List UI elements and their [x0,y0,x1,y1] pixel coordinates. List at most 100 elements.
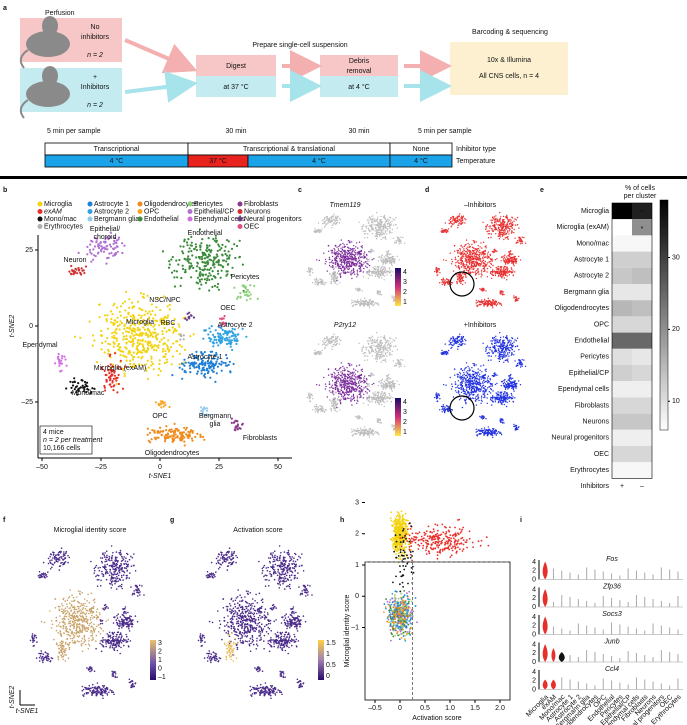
label: Temperature [456,158,495,165]
cell-dot [235,343,237,345]
cell-dot [141,315,143,317]
cell-dot [390,396,391,397]
cell-dot [169,308,171,310]
cell-dot [332,398,333,399]
cell-dot [245,287,247,289]
cell-dot [100,330,102,332]
cell-dot [341,262,342,263]
cell-dot [197,277,199,279]
cell-dot [457,227,458,228]
cell-dot [140,357,142,359]
cell-dot [361,386,362,387]
cell-dot [183,431,185,433]
cell-dot [457,279,458,280]
cell-dot [518,227,519,228]
cell-dot [484,257,485,258]
cell-dot [387,377,388,378]
cell-dot [375,358,376,359]
cell-dot [377,348,378,349]
cell-dot [325,345,326,346]
cell-dot [367,392,368,393]
cell-dot [489,254,490,255]
cell-dot [385,399,386,400]
cell-dot [445,282,446,283]
cell-dot [318,351,319,352]
cell-dot [369,429,370,430]
cell-dot [350,274,351,275]
cell-dot [113,384,115,386]
cell-dot [451,225,452,226]
cell-dot [228,336,230,338]
cell-dot [176,270,178,272]
cluster-label: Pericytes [231,274,260,281]
cell-dot [211,286,213,288]
cell-dot [349,261,350,262]
cell-dot [332,385,333,386]
cell-dot [357,289,358,290]
cell-dot [164,327,166,329]
cell-dot [335,404,336,405]
cell-dot [232,332,234,334]
cell-dot [199,249,201,251]
cell-dot [479,256,480,257]
cell-dot [384,381,385,382]
cell-dot [388,221,389,222]
cell-dot [214,240,216,242]
cell-dot [390,222,391,223]
cell-dot [381,386,382,387]
cell-dot [352,273,353,274]
cell-dot [380,383,381,384]
cell-dot [104,351,106,353]
colorbar-tick: 2 [403,419,407,426]
cell-dot [366,227,367,228]
cell-dot [198,366,200,368]
cell-dot [247,289,249,291]
cell-dot [386,261,387,262]
cluster-label: Mono/mac [72,390,105,397]
cell-dot [312,269,313,270]
cell-dot [140,292,142,294]
cell-dot [326,219,327,220]
cell-dot [335,278,336,279]
cell-dot [353,373,354,374]
cell-dot [83,269,85,271]
cell-dot [338,369,339,370]
cell-dot [331,403,332,404]
cell-dot [340,371,341,372]
label: Tmem119 [330,202,361,209]
cell-dot [113,331,115,333]
cell-dot [213,371,215,373]
cell-dot [379,350,380,351]
cell-dot [456,266,457,267]
cell-dot [363,224,364,225]
cell-dot [128,298,130,300]
legend-dot [38,224,43,229]
cell-dot [369,265,370,266]
cell-dot [392,397,393,398]
cell-dot [183,441,185,443]
cell-dot [470,254,471,255]
cell-dot [396,365,397,366]
cell-dot [138,329,140,331]
cell-dot [473,266,474,267]
cell-dot [157,432,159,434]
cell-dot [233,287,235,289]
cell-dot [362,290,363,291]
cell-map [307,332,406,438]
cell-dot [495,228,496,229]
cell-dot [504,226,505,227]
cell-dot [218,363,220,365]
cell-dot [352,399,353,400]
cell-dot [390,381,391,382]
cell-dot [228,256,230,258]
cell-dot [325,347,326,348]
cell-dot [137,344,139,346]
cell-dot [358,381,359,382]
cell-dot [357,371,358,372]
cell-dot [381,277,382,278]
cell-dot [337,399,338,400]
cell-dot [335,275,336,276]
label: Inhibitor type [456,146,496,153]
cell-dot [456,282,457,283]
cell-dot [397,256,398,257]
